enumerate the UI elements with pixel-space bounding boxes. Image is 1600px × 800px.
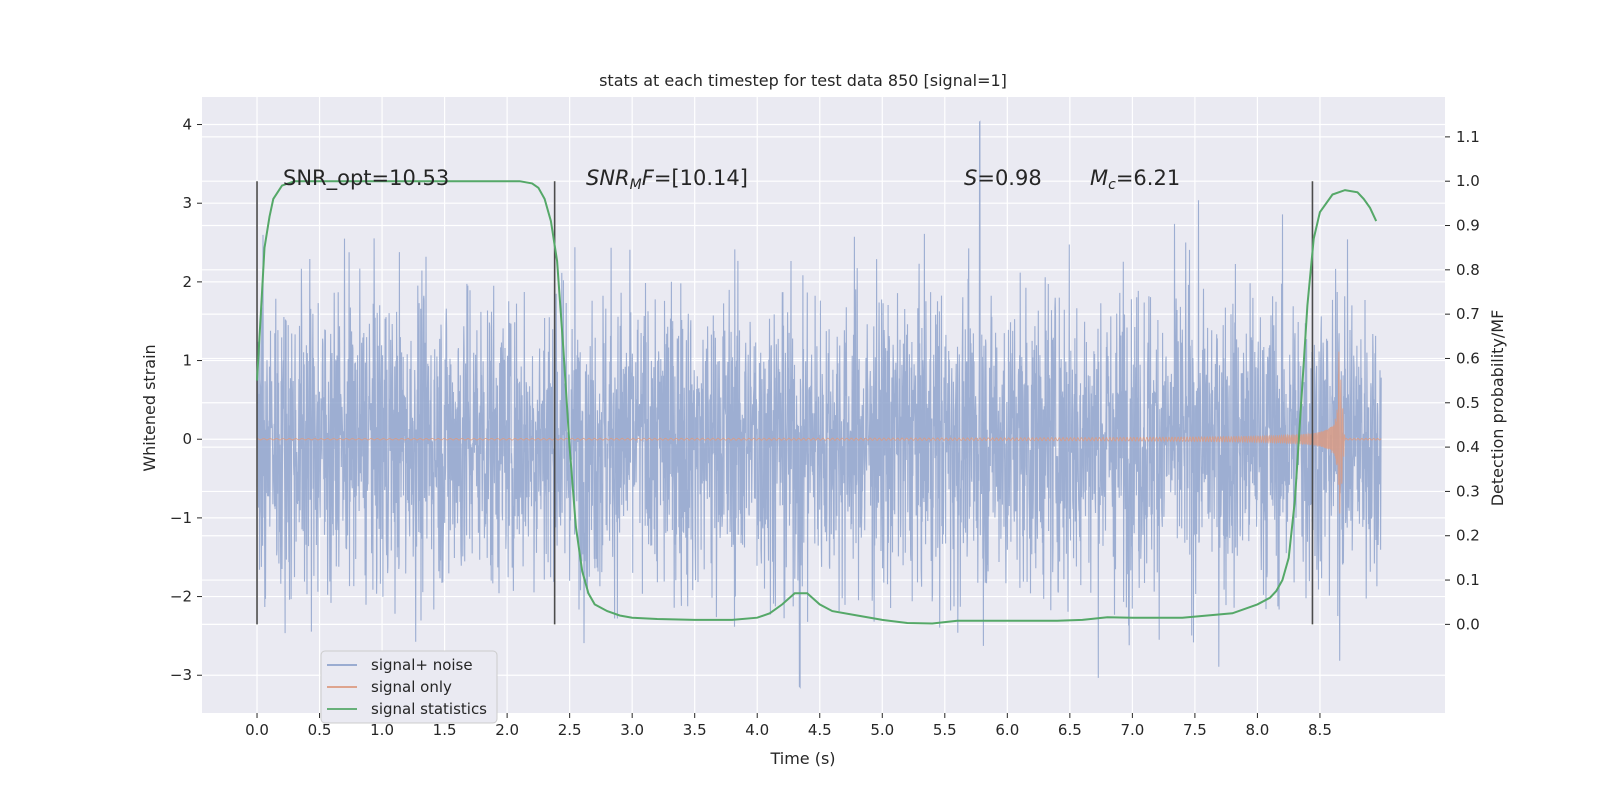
annotation-snr-mf: SNRMF=[10.14]	[586, 166, 748, 193]
left-y-tick-label: 0	[182, 430, 192, 448]
right-y-tick-label: 1.0	[1456, 172, 1480, 190]
left-y-tick-label: −3	[170, 666, 192, 684]
x-tick-label: 3.0	[620, 721, 644, 739]
left-y-tick-label: 3	[182, 194, 192, 212]
plot-content	[256, 120, 1382, 689]
right-y-tick-label: 0.2	[1456, 527, 1480, 545]
left-y-tick-label: −2	[170, 588, 192, 606]
x-tick-label: 1.0	[370, 721, 394, 739]
x-axis-ticks: 0.0 0.5 1.0 1.5 2.0 2.5 3.0 3.5 4.0 4.5 5.0 5.5 6.0 6…	[245, 713, 1332, 739]
x-tick-label: 7.0	[1120, 721, 1144, 739]
x-axis-label: Time (s)	[769, 749, 835, 768]
left-y-tick-label: 1	[182, 352, 192, 370]
right-y-tick-label: 0.6	[1456, 349, 1480, 367]
left-y-tick-label: −1	[170, 509, 192, 527]
chart-title: stats at each timestep for test data 850…	[599, 71, 1007, 90]
right-y-tick-label: 0.9	[1456, 217, 1480, 235]
right-y-tick-label: 0.8	[1456, 261, 1480, 279]
x-tick-label: 2.5	[558, 721, 582, 739]
right-y-axis-label: Detection probability/MF	[1488, 310, 1507, 507]
series-signal-only	[257, 351, 1382, 514]
series-signal-noise	[256, 120, 1382, 689]
x-tick-label: 5.0	[870, 721, 894, 739]
right-y-tick-label: 0.7	[1456, 305, 1480, 323]
legend-label-signal-noise: signal+ noise	[371, 656, 473, 674]
right-y-tick-label: 0.3	[1456, 482, 1480, 500]
right-y-tick-label: 1.1	[1456, 128, 1480, 146]
left-y-tick-label: 4	[182, 116, 192, 134]
annotation-s: S=0.98	[964, 166, 1042, 190]
x-tick-label: 7.5	[1183, 721, 1207, 739]
legend-label-signal-statistics: signal statistics	[371, 700, 487, 718]
x-tick-label: 4.5	[808, 721, 832, 739]
left-y-axis-label: Whitened strain	[140, 344, 159, 471]
legend: signal+ noise signal only signal statist…	[320, 650, 498, 724]
series-signal-statistics	[256, 180, 1378, 625]
left-y-tick-label: 2	[182, 273, 192, 291]
right-y-tick-label: 0.4	[1456, 438, 1480, 456]
x-tick-label: 4.0	[745, 721, 769, 739]
right-y-tick-label: 0.0	[1456, 615, 1480, 633]
x-tick-label: 0.5	[308, 721, 332, 739]
x-tick-label: 3.5	[683, 721, 707, 739]
x-tick-label: 2.0	[495, 721, 519, 739]
right-y-tick-label: 0.5	[1456, 394, 1480, 412]
legend-box	[320, 650, 498, 724]
x-tick-label: 8.0	[1245, 721, 1269, 739]
annotation-snr-opt: SNR_opt=10.53	[283, 166, 449, 191]
right-y-axis-ticks: 0.0 0.1 0.2 0.3 0.4 0.5 0.6 0.7 0.8 0.9 1.0 1.1	[1445, 128, 1480, 633]
annotation-mc: Mc=6.21	[1090, 166, 1180, 193]
left-y-axis-ticks: −3 −2 −1 0 1 2 3 4	[170, 116, 202, 684]
legend-label-signal-only: signal only	[371, 678, 452, 696]
x-tick-label: 8.5	[1308, 721, 1332, 739]
x-tick-label: 5.5	[933, 721, 957, 739]
x-tick-label: 0.0	[245, 721, 269, 739]
x-tick-label: 6.0	[995, 721, 1019, 739]
right-y-tick-label: 0.1	[1456, 571, 1480, 589]
x-tick-label: 6.5	[1058, 721, 1082, 739]
x-tick-label: 1.5	[433, 721, 457, 739]
